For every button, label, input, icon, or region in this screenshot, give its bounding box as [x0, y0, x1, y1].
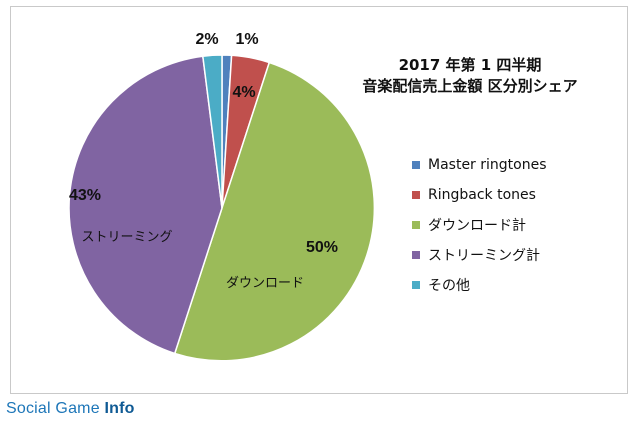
- legend-swatch: [412, 161, 420, 169]
- data-label-download: 50%: [306, 239, 338, 256]
- inner-label-download: ダウンロード: [226, 276, 304, 291]
- data-label-ringback-tones: 4%: [232, 84, 255, 101]
- legend-label: ストリーミング計: [428, 248, 540, 264]
- data-label-master-ringtones: 1%: [235, 31, 258, 48]
- legend-swatch: [412, 251, 420, 259]
- inner-label-streaming: ストリーミング: [81, 230, 172, 245]
- legend-label: Master ringtones: [428, 157, 547, 173]
- legend-item-ringback-tones: Ringback tones: [412, 180, 547, 210]
- chart-legend: Master ringtones Ringback tones ダウンロード計 ストリ…: [412, 150, 547, 300]
- legend-item-download: ダウンロード計: [412, 210, 547, 240]
- watermark: Social Game Info: [6, 400, 135, 418]
- chart-title-line-2: 音楽配信売上金額 区分別シェア: [362, 77, 578, 95]
- legend-swatch: [412, 281, 420, 289]
- watermark-text: Social Game: [6, 400, 105, 417]
- data-label-other: 2%: [195, 31, 218, 48]
- legend-label: Ringback tones: [428, 187, 536, 203]
- legend-label: その他: [428, 278, 470, 294]
- legend-label: ダウンロード計: [428, 218, 526, 234]
- pie-slice-other: [201, 54, 223, 209]
- legend-swatch: [412, 221, 420, 229]
- pie-slice-download: [173, 61, 376, 362]
- data-label-streaming: 43%: [69, 187, 101, 204]
- legend-item-master-ringtones: Master ringtones: [412, 150, 547, 180]
- legend-swatch: [412, 191, 420, 199]
- legend-item-streaming: ストリーミング計: [412, 240, 547, 270]
- chart-title-line-1: 2017 年第 1 四半期: [398, 56, 542, 74]
- legend-item-other: その他: [412, 270, 547, 300]
- watermark-text-bold: Info: [104, 400, 135, 417]
- pie-slice-streaming: [68, 55, 223, 355]
